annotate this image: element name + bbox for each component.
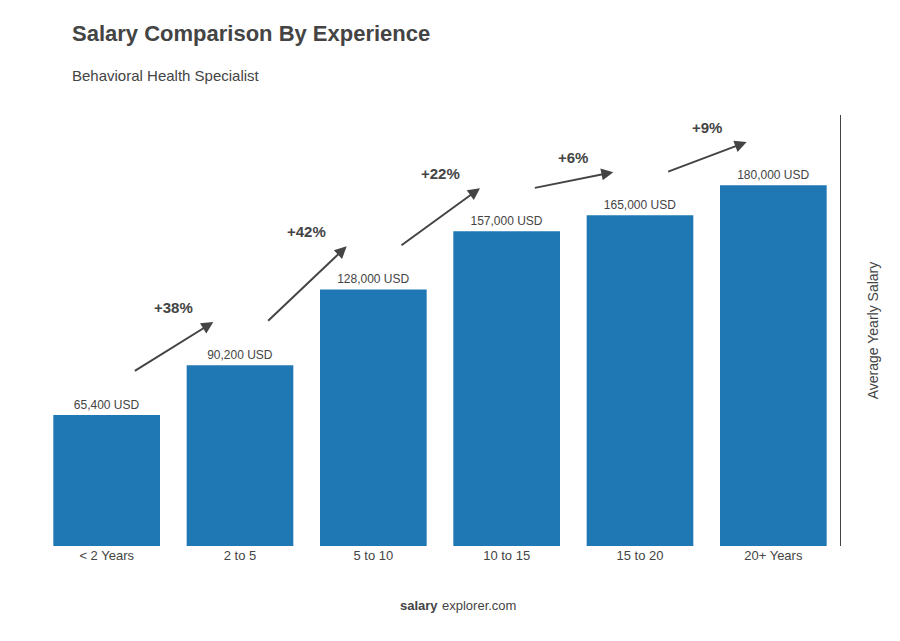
svg-text:salary: salary	[400, 598, 438, 613]
svg-text:165,000 USD: 165,000 USD	[604, 198, 676, 212]
svg-text:+22%: +22%	[421, 165, 460, 182]
svg-text:180,000 USD: 180,000 USD	[737, 168, 809, 182]
svg-text:+42%: +42%	[287, 223, 326, 240]
svg-text:128,000 USD: 128,000 USD	[337, 272, 409, 286]
svg-text:15 to 20: 15 to 20	[617, 548, 664, 563]
svg-text:5 to 10: 5 to 10	[353, 548, 393, 563]
svg-text:+6%: +6%	[558, 149, 588, 166]
svg-text:< 2 Years: < 2 Years	[79, 548, 134, 563]
svg-text:2 to 5: 2 to 5	[224, 548, 257, 563]
svg-text:65,400 USD: 65,400 USD	[74, 398, 140, 412]
svg-text:157,000 USD: 157,000 USD	[470, 214, 542, 228]
svg-text:Behavioral Health Specialist: Behavioral Health Specialist	[72, 67, 260, 84]
svg-text:+9%: +9%	[692, 119, 722, 136]
svg-text:explorer.com: explorer.com	[442, 598, 516, 613]
svg-text:Salary Comparison By Experienc: Salary Comparison By Experience	[72, 21, 430, 46]
svg-text:20+ Years: 20+ Years	[744, 548, 803, 563]
svg-text:90,200 USD: 90,200 USD	[207, 348, 273, 362]
svg-text:Average Yearly Salary: Average Yearly Salary	[865, 262, 881, 400]
svg-text:+38%: +38%	[154, 299, 193, 316]
svg-text:10 to 15: 10 to 15	[483, 548, 530, 563]
